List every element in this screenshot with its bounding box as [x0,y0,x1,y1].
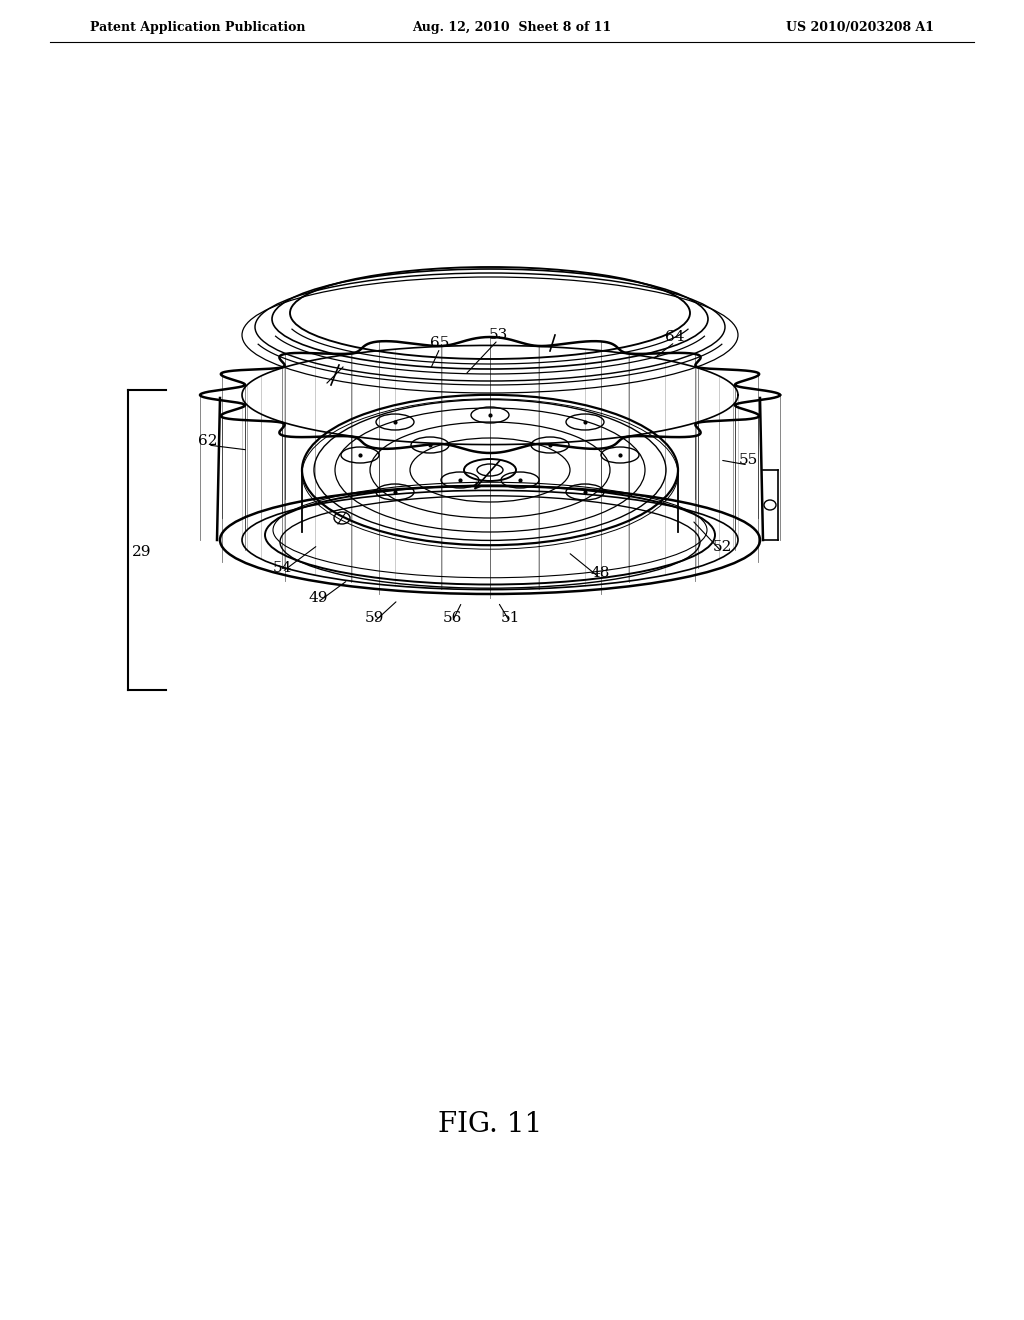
Text: 54: 54 [272,561,292,576]
Text: Aug. 12, 2010  Sheet 8 of 11: Aug. 12, 2010 Sheet 8 of 11 [413,21,611,33]
Text: 51: 51 [501,611,520,624]
Text: FIG. 11: FIG. 11 [438,1111,542,1138]
Text: 48: 48 [590,566,609,579]
Text: 52: 52 [713,540,732,554]
Text: 29: 29 [132,545,152,558]
Text: 62: 62 [199,434,218,447]
Text: 64: 64 [666,330,685,345]
Text: 55: 55 [738,453,758,467]
Text: 65: 65 [430,337,450,350]
Text: US 2010/0203208 A1: US 2010/0203208 A1 [786,21,934,33]
Text: 56: 56 [442,611,462,624]
Text: 49: 49 [308,591,328,605]
Text: 59: 59 [365,611,384,624]
Text: Patent Application Publication: Patent Application Publication [90,21,305,33]
Text: 53: 53 [488,327,508,342]
